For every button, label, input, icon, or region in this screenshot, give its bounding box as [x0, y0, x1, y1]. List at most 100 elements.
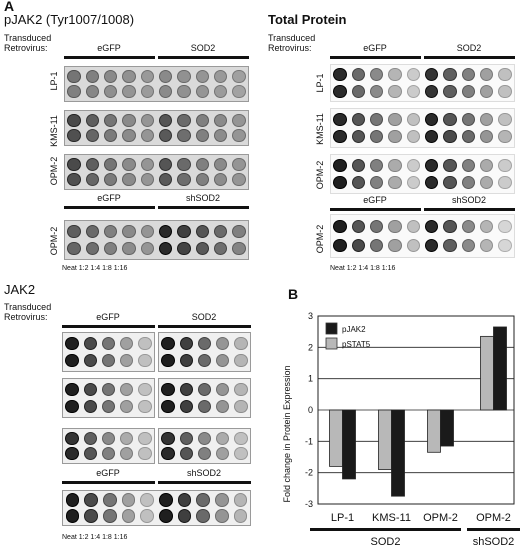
blot-spot [196, 114, 208, 126]
blot-spot [499, 220, 511, 232]
pjak2-title: pJAK2 (Tyr1007/1008) [4, 12, 135, 27]
blot-spot [444, 220, 456, 232]
blot-spot [180, 383, 192, 395]
blot-spot [444, 113, 456, 125]
blot-spot [196, 243, 208, 255]
chart-legend: pJAK2 pSTAT5 [325, 322, 371, 350]
blot-spot [180, 401, 192, 413]
blot-spot [162, 383, 174, 395]
blot-spot [68, 70, 80, 82]
panel-b-letter: B [288, 286, 299, 302]
blot-spot [196, 158, 208, 170]
blot-spot [141, 130, 154, 142]
blot-spot [86, 70, 99, 82]
blot-spot [480, 69, 493, 81]
blot-spot [352, 85, 365, 97]
blot-spot [123, 243, 135, 255]
bar-pjak2-0 [342, 409, 356, 480]
blot-spot [480, 113, 493, 125]
blot-spot [389, 159, 401, 171]
blot-spot [86, 225, 99, 237]
blot-spot [102, 355, 115, 367]
blot-spot [234, 510, 247, 522]
blot-spot [178, 243, 190, 255]
blot-spot [352, 220, 365, 232]
blot-spot [217, 355, 229, 367]
blot-spot [141, 114, 154, 126]
blot-spot [233, 70, 245, 82]
blot-spot [180, 337, 192, 349]
blot-spot [141, 174, 154, 186]
blot-spot [122, 494, 135, 506]
blot-spot [178, 225, 190, 237]
blot-spot [198, 401, 211, 413]
blot-spot [102, 337, 115, 349]
y-tick-label: 2 [308, 342, 313, 352]
blot-spot [334, 159, 346, 171]
blot-spot [217, 337, 229, 349]
blot-spot [86, 114, 99, 126]
pjak2-sub-group-shsod2: shSOD2 [185, 193, 220, 203]
blot-spot [68, 225, 80, 237]
blot-spot [196, 130, 208, 142]
blot-spot [66, 401, 78, 413]
blot-spot [214, 158, 227, 170]
blot-spot [462, 177, 474, 189]
blot-spot [233, 158, 245, 170]
jak2-egfp-bar [62, 325, 155, 328]
total-sub-group-shsod2: shSOD2 [451, 195, 486, 205]
blot-spot [214, 86, 227, 98]
blot-spot [371, 220, 383, 232]
blot-spot [389, 69, 401, 81]
blot-spot [217, 401, 229, 413]
blot-spot [235, 448, 247, 460]
blot-spot [102, 448, 115, 460]
jak2-transduced-label: Transduced Retrovirus: [4, 302, 52, 322]
blot-spot [159, 70, 172, 82]
blot-spot [105, 174, 117, 186]
bar-pstat5-3 [480, 335, 494, 411]
total-sub-shsod2-bar [424, 208, 515, 211]
blot-spot [499, 159, 511, 171]
blot-spot [499, 69, 511, 81]
blot-spot [352, 69, 365, 81]
pjak2-row-kms11: KMS-11 [49, 115, 59, 147]
legend-swatch-pjak2 [325, 322, 338, 335]
blot-spot [141, 243, 154, 255]
blot-spot [196, 225, 208, 237]
blot-spot [66, 383, 78, 395]
blot-spot [480, 220, 493, 232]
jak2-membrane-4 [62, 490, 251, 526]
blot-spot [105, 243, 117, 255]
blot-spot [462, 113, 474, 125]
blot-spot [371, 131, 383, 143]
blot-spot [68, 174, 80, 186]
blot-spot [334, 131, 346, 143]
blot-spot [334, 69, 346, 81]
blot-spot [141, 158, 154, 170]
blot-spot [235, 355, 247, 367]
blot-spot [121, 432, 133, 444]
blot-spot [66, 494, 79, 506]
total-protein-title: Total Protein [268, 12, 347, 27]
blot-spot [121, 337, 133, 349]
blot-spot [86, 86, 99, 98]
pjak2-group-egfp: eGFP [97, 43, 121, 53]
total-sub-egfp-bar [330, 208, 421, 211]
blot-spot [407, 220, 420, 232]
blot-spot [66, 448, 78, 460]
blot-spot [178, 70, 190, 82]
group-bracket-sod2 [310, 528, 461, 531]
blot-spot [103, 510, 116, 522]
blot-spot [196, 174, 208, 186]
jak2-membrane-3b [158, 428, 251, 464]
blot-spot [407, 159, 420, 171]
total-sub-group-egfp: eGFP [363, 195, 387, 205]
jak2-sub-shsod2-bar [158, 481, 251, 484]
blot-spot [178, 86, 190, 98]
blot-spot [444, 159, 456, 171]
blot-spot [198, 383, 211, 395]
pjak2-sub-group-egfp: eGFP [97, 193, 121, 203]
total-transduced-label: Transduced Retrovirus: [268, 33, 316, 53]
total-group-egfp: eGFP [363, 43, 387, 53]
